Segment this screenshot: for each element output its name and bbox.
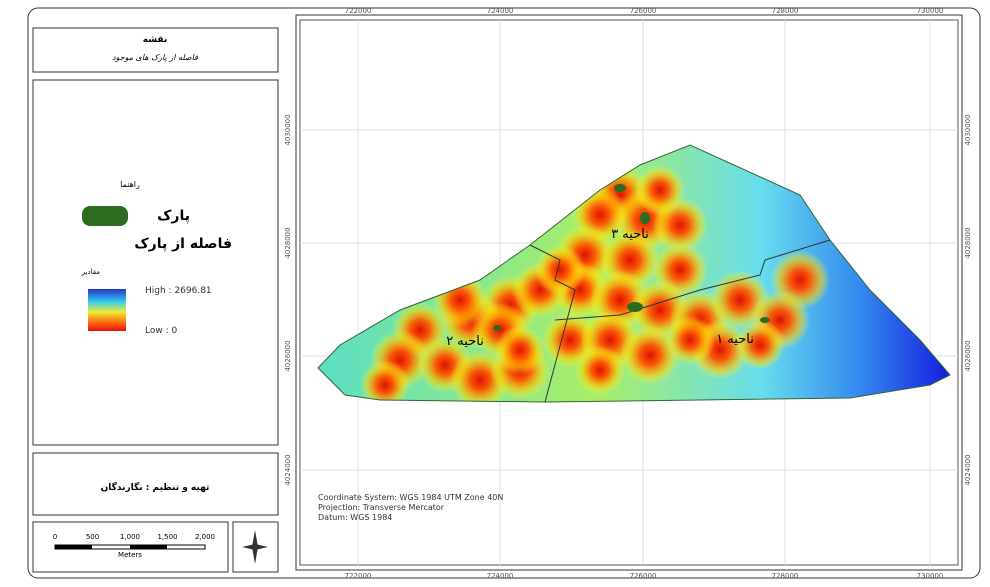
hotspot <box>535 245 585 295</box>
outer-frame <box>27 7 981 579</box>
y-coord-label: 4026000 <box>964 340 972 371</box>
x-coord-label: 726000 <box>630 572 657 580</box>
park-label: پارک <box>157 208 190 224</box>
coordinate-info: Projection: Transverse Mercator <box>318 503 445 512</box>
y-coord-label: 4024000 <box>284 454 292 485</box>
x-coord-label: 724000 <box>487 7 514 15</box>
parks <box>493 184 770 331</box>
x-coord-label: 728000 <box>772 572 799 580</box>
coordinate-info: Datum: WGS 1984 <box>318 513 392 522</box>
x-coord-label: 728000 <box>772 7 799 15</box>
scale-label: 1,000 <box>120 533 140 541</box>
x-coord-label: 724000 <box>487 572 514 580</box>
park <box>493 325 501 331</box>
y-coord-label: 4030000 <box>964 114 972 145</box>
coordinate-info: Coordinate System: WGS 1984 UTM Zone 40N <box>318 493 503 502</box>
x-coord-label: 722000 <box>345 7 372 15</box>
park <box>640 212 650 224</box>
high-label: High : 2696.81 <box>145 286 212 296</box>
low-label: Low : 0 <box>145 326 177 336</box>
subtitle: فاصله از پارک های موجود <box>112 53 198 62</box>
hotspot <box>635 165 685 215</box>
park <box>627 302 643 312</box>
city-boundary <box>317 144 951 403</box>
hotspot <box>575 345 625 395</box>
district-boundary <box>529 239 831 403</box>
title: نقشه <box>143 35 167 45</box>
scale-label: 2,000 <box>195 533 215 541</box>
scale-label: 1,500 <box>157 533 177 541</box>
legend-heading: راهنما <box>120 180 140 189</box>
north-box <box>232 521 279 573</box>
hotspot <box>665 315 715 365</box>
x-coord-label: 730000 <box>917 7 944 15</box>
map-frame <box>295 14 963 571</box>
title-box <box>32 27 279 73</box>
credits: تهیه و تنظیم : نگارندگان <box>101 481 210 493</box>
park <box>614 184 626 192</box>
legend-box <box>32 79 279 446</box>
credits-box <box>32 452 279 516</box>
x-coord-label: 726000 <box>630 7 657 15</box>
district-label: ناحیه ۲ <box>446 334 484 349</box>
layer-label: فاصله از پارک <box>134 236 232 252</box>
scale-box <box>32 521 229 573</box>
hotspot <box>495 325 545 375</box>
scale-unit: Meters <box>118 551 142 559</box>
field-label: مقادیر <box>81 268 101 276</box>
hotspot <box>735 320 785 370</box>
x-coord-label: 730000 <box>917 572 944 580</box>
district-label: ناحیه ۱ <box>716 332 754 347</box>
park-swatch <box>82 206 128 226</box>
y-coord-label: 4028000 <box>964 227 972 258</box>
scale-bar-segment <box>55 545 92 549</box>
scale-label: 0 <box>53 533 57 541</box>
x-coord-label: 722000 <box>345 572 372 580</box>
hotspot <box>360 360 410 402</box>
y-coord-label: 4024000 <box>964 454 972 485</box>
y-coord-label: 4026000 <box>284 340 292 371</box>
scale-label: 500 <box>86 533 99 541</box>
y-coord-label: 4028000 <box>284 227 292 258</box>
color-ramp <box>88 289 126 331</box>
scale-bar-segment <box>130 545 167 549</box>
park <box>760 317 770 323</box>
north-arrow <box>242 530 268 564</box>
district-label: ناحیه ۳ <box>611 227 649 242</box>
y-coord-label: 4030000 <box>284 114 292 145</box>
